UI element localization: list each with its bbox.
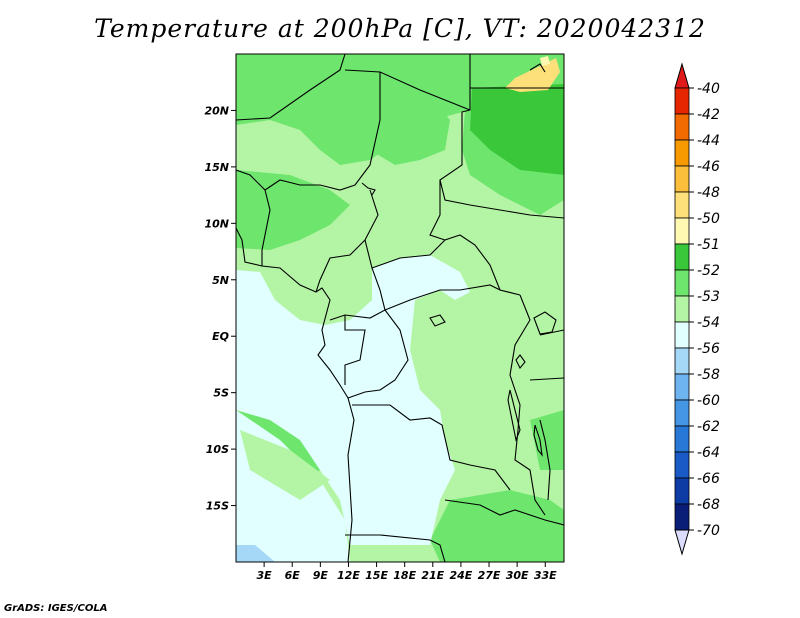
lake-inland bbox=[429, 314, 446, 327]
colorbar-segment bbox=[674, 165, 690, 193]
border-libya-niger bbox=[344, 69, 471, 111]
lat-tick-label: 10N bbox=[204, 217, 229, 230]
border-drc-east bbox=[509, 294, 546, 516]
longitude-axis: 3E 6E 9E 12E 15E 18E 21E 24E 27E 30E 33E bbox=[257, 562, 557, 582]
border-niger-south bbox=[236, 72, 381, 191]
lon-tick-label: 27E bbox=[478, 569, 501, 582]
colorbar-label: -40 bbox=[697, 81, 720, 97]
field-patch-eastcoast bbox=[530, 410, 564, 470]
colorbar-segment bbox=[674, 451, 690, 479]
colorbar-label: -64 bbox=[697, 445, 720, 461]
colorbar-top-triangle bbox=[674, 62, 690, 89]
field-patch-southeast bbox=[430, 490, 564, 562]
colorbar-segment bbox=[674, 269, 690, 297]
colorbar-segment bbox=[674, 87, 690, 115]
colorbar-label: -68 bbox=[697, 497, 720, 513]
border-car-chad bbox=[371, 234, 521, 296]
lon-tick-label: 18E bbox=[393, 569, 416, 582]
colorbar-segment bbox=[674, 191, 690, 219]
colorbar-label: -58 bbox=[697, 367, 720, 383]
colorbar: -40 -42 -44 -46 -48 -50 -51 -52 -53 -54 -56 -58 -60 -… bbox=[674, 62, 720, 556]
border-gabon bbox=[344, 315, 366, 385]
colorbar-label: -51 bbox=[697, 237, 720, 253]
temperature-field bbox=[236, 54, 564, 562]
latitude-axis: 20N 15N 10N 5N EQ 5S 10S 15S bbox=[204, 104, 236, 513]
border-algeria-niger bbox=[236, 54, 346, 121]
colorbar-label: -52 bbox=[697, 263, 720, 279]
colorbar-segment bbox=[674, 373, 690, 401]
colorbar-segment bbox=[674, 503, 690, 531]
lake-tanganyika bbox=[507, 389, 521, 442]
lon-tick-label: 30E bbox=[506, 569, 529, 582]
colorbar-segment bbox=[674, 477, 690, 505]
border-angola-drc bbox=[352, 404, 511, 491]
field-patch-offshore bbox=[240, 430, 330, 500]
lon-tick-label: 33E bbox=[534, 569, 557, 582]
lat-tick-label: 5N bbox=[212, 274, 229, 287]
colorbar-segment bbox=[674, 139, 690, 167]
colorbar-label: -62 bbox=[697, 419, 720, 435]
colorbar-label: -46 bbox=[697, 159, 720, 175]
colorbar-segment bbox=[674, 243, 690, 271]
border-car-drc bbox=[384, 284, 501, 311]
map-title: Temperature at 200hPa [C], VT: 202004231… bbox=[94, 14, 706, 43]
colorbar-label: -60 bbox=[697, 393, 720, 409]
lake-victoria bbox=[533, 311, 557, 335]
field-patch-north bbox=[236, 54, 470, 165]
colorbar-segment bbox=[674, 347, 690, 375]
lat-tick-label: 20N bbox=[204, 104, 229, 117]
border-benin-nigeria bbox=[261, 189, 271, 266]
lake-chad bbox=[361, 182, 376, 196]
lat-tick-label: 15N bbox=[204, 161, 229, 174]
lon-tick-label: 12E bbox=[337, 569, 360, 582]
colorbar-segment bbox=[674, 399, 690, 427]
field-patch-southwest-blue bbox=[236, 545, 275, 562]
border-zambia bbox=[444, 499, 564, 526]
field-patch-sahel bbox=[370, 95, 450, 165]
lake-kivu bbox=[515, 354, 526, 369]
lake-malawi bbox=[533, 424, 543, 457]
field-patch-egypt bbox=[470, 84, 564, 175]
lon-tick-label: 21E bbox=[421, 569, 444, 582]
colorbar-label: -70 bbox=[697, 523, 720, 539]
border-sudan bbox=[439, 54, 564, 219]
lat-tick-label: 10S bbox=[206, 443, 229, 456]
lon-tick-label: 15E bbox=[365, 569, 388, 582]
colorbar-label: -42 bbox=[697, 107, 720, 123]
lat-tick-label: 5S bbox=[213, 387, 229, 400]
border-namibia bbox=[345, 534, 446, 562]
colorbar-label: -50 bbox=[697, 211, 720, 227]
nile-delta bbox=[529, 63, 546, 73]
colorbar-bottom-triangle bbox=[674, 529, 690, 556]
colorbar-label: -54 bbox=[697, 315, 720, 331]
border-congo bbox=[347, 309, 409, 399]
lat-tick-label: 15S bbox=[206, 500, 229, 513]
colorbar-segment bbox=[674, 217, 690, 245]
field-patch-yellow-light bbox=[540, 56, 550, 66]
colorbar-segment bbox=[674, 113, 690, 141]
colorbar-label: -44 bbox=[697, 133, 720, 149]
lon-tick-label: 9E bbox=[313, 569, 329, 582]
colorbar-label: -56 bbox=[697, 341, 720, 357]
colorbar-segment bbox=[674, 425, 690, 453]
border-nigeria-cameroon bbox=[315, 189, 379, 293]
field-patch-congo-cold bbox=[236, 255, 470, 545]
colorbar-label: -48 bbox=[697, 185, 720, 201]
lon-tick-label: 24E bbox=[450, 569, 473, 582]
grads-credit: GrADS: IGES/COLA bbox=[4, 603, 108, 614]
colorbar-segment bbox=[674, 295, 690, 323]
colorbar-label: -66 bbox=[697, 471, 720, 487]
border-tanzania bbox=[529, 377, 564, 381]
lon-tick-label: 3E bbox=[257, 569, 273, 582]
field-patch-yellow bbox=[505, 58, 560, 92]
colorbar-label: -53 bbox=[697, 289, 720, 305]
lat-tick-label: EQ bbox=[212, 330, 229, 343]
map-frame bbox=[235, 53, 565, 563]
lon-tick-label: 6E bbox=[285, 569, 301, 582]
colorbar-segment bbox=[674, 321, 690, 349]
borders bbox=[236, 54, 564, 562]
border-malawi bbox=[539, 419, 551, 501]
border-chad-sudan bbox=[429, 180, 446, 241]
